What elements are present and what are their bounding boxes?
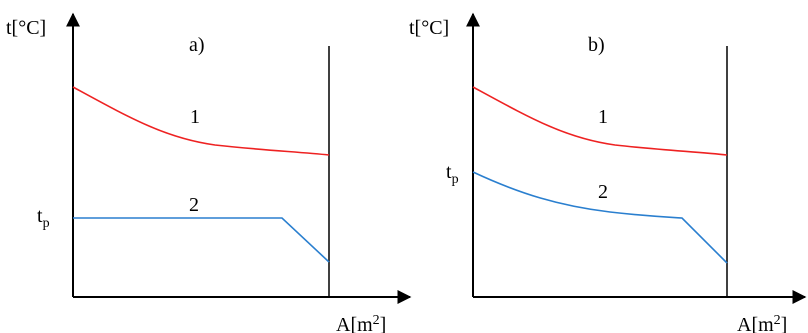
curve-1-label-a: 1: [190, 106, 200, 128]
panel-label-b: b): [588, 34, 605, 56]
curve-1-label-b: 1: [598, 106, 608, 128]
tp-label-b: tp: [446, 161, 459, 187]
panel-label-a: a): [189, 34, 205, 56]
curve-2-b: [472, 171, 728, 264]
panel-b: t[°C] b) 1 2 tp A[m2]: [409, 12, 807, 333]
curve-2-label-b: 2: [598, 181, 608, 203]
panel-a: t[°C] a) 1 2 tp A[m2]: [6, 12, 412, 333]
curve-2-a: [73, 217, 330, 263]
tp-label-a: tp: [37, 205, 50, 231]
y-axis-label-b: t[°C]: [409, 17, 449, 39]
x-axis-label-b: A[m2]: [737, 313, 787, 333]
y-axis-label-a: t[°C]: [6, 17, 46, 39]
curve-2-label-a: 2: [189, 194, 199, 216]
x-axis-label-a: A[m2]: [336, 313, 386, 333]
curve-1-a: [72, 86, 330, 156]
curve-1-b: [472, 86, 728, 156]
